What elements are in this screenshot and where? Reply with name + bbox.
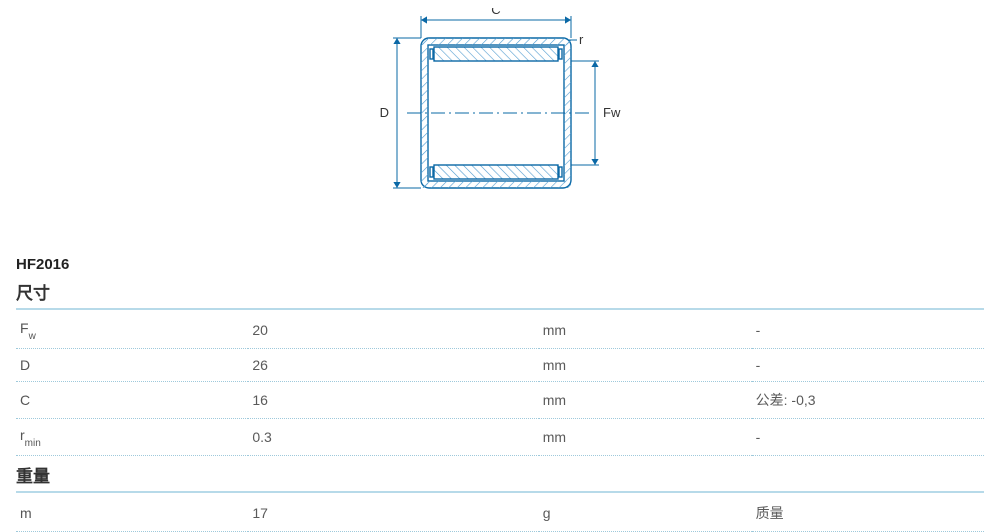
spec-table: Fw20mm-D26mm-C16mm公差: -0,3rmin0.3mm-: [16, 312, 984, 456]
unit-cell: g: [539, 495, 752, 532]
note-cell: -: [752, 348, 984, 381]
svg-text:r: r: [579, 32, 584, 47]
symbol-cell: Fw: [16, 312, 248, 348]
value-cell: 20: [248, 312, 538, 348]
section-rule: [16, 491, 984, 493]
unit-cell: mm: [539, 312, 752, 348]
unit-cell: mm: [539, 418, 752, 455]
section-rule: [16, 308, 984, 310]
symbol-cell: D: [16, 348, 248, 381]
value-cell: 0.3: [248, 418, 538, 455]
table-row: Fw20mm-: [16, 312, 984, 348]
table-row: C16mm公差: -0,3: [16, 381, 984, 418]
note-cell: -: [752, 418, 984, 455]
part-number: HF2016: [16, 256, 984, 273]
value-cell: 16: [248, 381, 538, 418]
note-cell: -: [752, 312, 984, 348]
bearing-section-diagram: C D Fw r: [365, 8, 635, 228]
symbol-cell: m: [16, 495, 248, 532]
note-cell: 公差: -0,3: [752, 381, 984, 418]
value-cell: 17: [248, 495, 538, 532]
note-cell: 质量: [752, 495, 984, 532]
table-row: m17g质量: [16, 495, 984, 532]
svg-text:D: D: [380, 105, 389, 120]
svg-text:Fw: Fw: [603, 105, 621, 120]
unit-cell: mm: [539, 381, 752, 418]
svg-text:C: C: [491, 8, 500, 17]
section-title: 重量: [16, 462, 984, 487]
value-cell: 26: [248, 348, 538, 381]
table-row: rmin0.3mm-: [16, 418, 984, 455]
symbol-cell: rmin: [16, 418, 248, 455]
unit-cell: mm: [539, 348, 752, 381]
symbol-cell: C: [16, 381, 248, 418]
section-title: 尺寸: [16, 279, 984, 304]
spec-table: m17g质量: [16, 495, 984, 532]
table-row: D26mm-: [16, 348, 984, 381]
